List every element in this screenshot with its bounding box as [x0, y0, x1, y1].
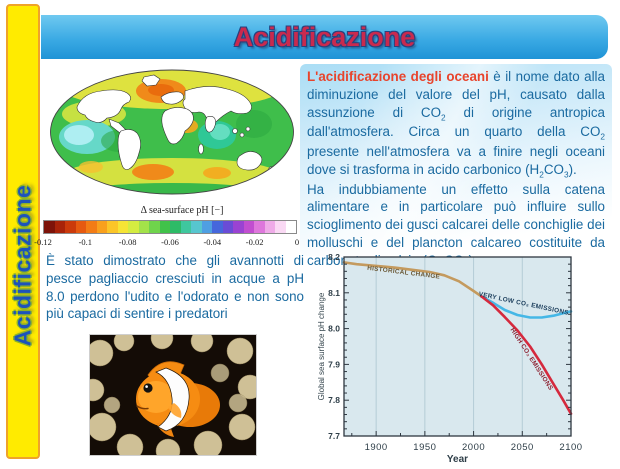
- main-text-panel: L'acidificazione degli oceani è il nome …: [300, 64, 612, 271]
- colorbar-ticks: -0.12 -0.1 -0.08 -0.06 -0.04 -0.02 0: [34, 237, 300, 247]
- clownfish-illustration: [90, 335, 256, 455]
- map-outline: [50, 69, 294, 195]
- main-paragraph: L'acidificazione degli oceani è il nome …: [307, 69, 605, 271]
- svg-text:2100: 2100: [559, 442, 582, 453]
- svg-text:Global sea surface pH change: Global sea surface pH change: [317, 292, 326, 400]
- sidebar: Acidificazione: [6, 4, 40, 459]
- anemone-tentacles: [90, 335, 256, 455]
- svg-text:1950: 1950: [413, 442, 436, 453]
- svg-text:7.9: 7.9: [328, 359, 340, 369]
- clownfish-paragraph: È stato dimostrato che gli avannotti di …: [46, 253, 304, 322]
- svg-text:2050: 2050: [511, 442, 534, 453]
- svg-text:1900: 1900: [365, 442, 388, 453]
- svg-text:2000: 2000: [462, 442, 485, 453]
- svg-text:7.7: 7.7: [328, 431, 340, 441]
- svg-text:8.0: 8.0: [328, 324, 340, 334]
- header-band: Acidificazione: [41, 15, 608, 59]
- clownfish-photo: [89, 334, 257, 456]
- svg-text:8.1: 8.1: [328, 288, 340, 298]
- svg-text:Year: Year: [447, 454, 468, 464]
- ph-chart-svg: 7.7 7.8 7.9 8.0 8.1 8.2 1900 1950 2000 2050 2100 Gl…: [317, 252, 582, 465]
- sidebar-label: Acidificazione: [9, 184, 36, 347]
- ph-projection-chart: 7.7 7.8 7.9 8.0 8.1 8.2 1900 1950 2000 2050 2100 Gl…: [316, 247, 612, 465]
- colorbar: [43, 220, 297, 234]
- world-map-delta-ph: [50, 69, 294, 195]
- svg-text:8.2: 8.2: [328, 252, 340, 262]
- svg-text:7.8: 7.8: [328, 395, 340, 405]
- map-caption: Δ sea-surface pH [−]: [140, 205, 224, 216]
- page-title: Acidificazione: [233, 21, 416, 52]
- clownfish: [136, 361, 220, 437]
